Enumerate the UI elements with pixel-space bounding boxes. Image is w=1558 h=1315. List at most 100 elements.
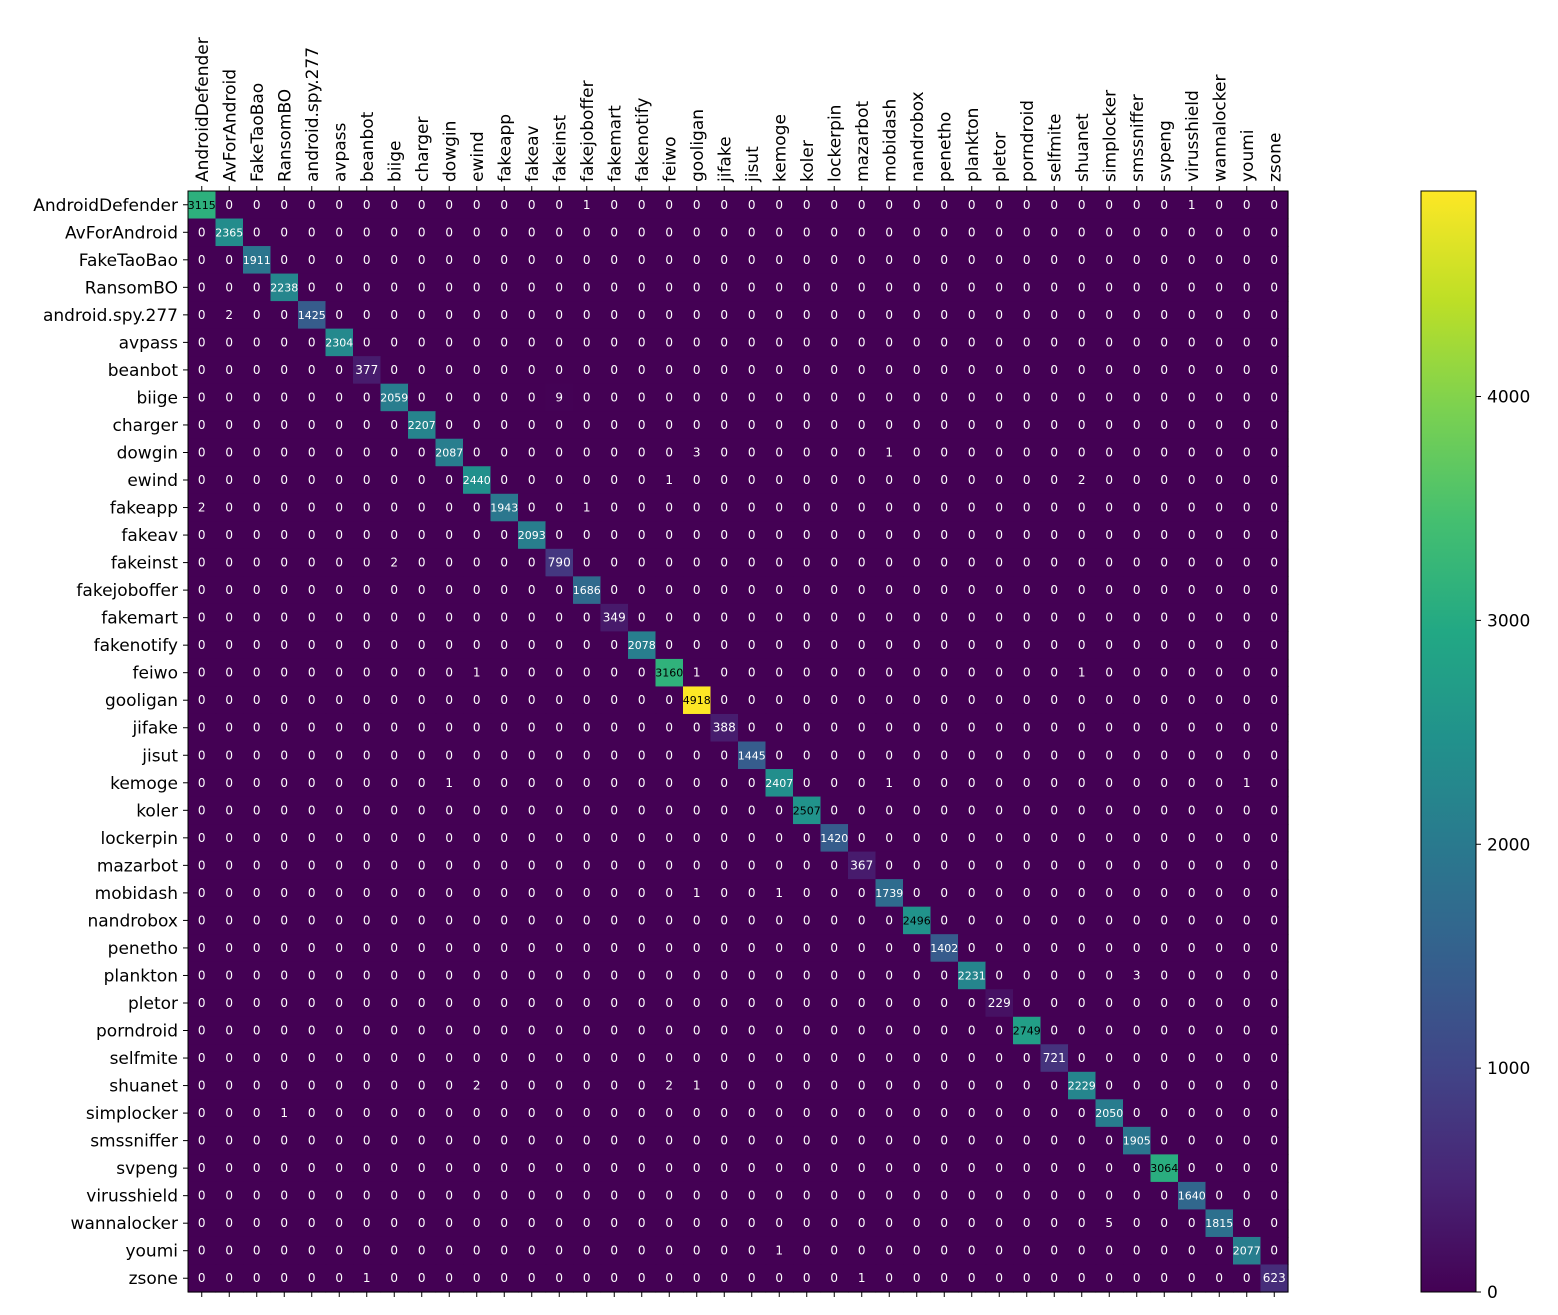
cell-value-label: 0 <box>198 335 206 349</box>
cell-value-label: 0 <box>638 501 646 515</box>
cell-value-label: 2231 <box>958 969 986 982</box>
heatmap-cell <box>518 191 547 220</box>
cell-value-label: 0 <box>720 445 728 459</box>
heatmap-cell <box>573 301 602 330</box>
cell-value-label: 0 <box>1188 941 1196 955</box>
cell-value-label: 0 <box>253 776 261 790</box>
cell-value-label: 0 <box>445 858 453 872</box>
y-tick-label: simplocker <box>86 1104 178 1124</box>
cell-value-label: 0 <box>253 858 261 872</box>
cell-value-label: 0 <box>1215 693 1223 707</box>
heatmap-cell <box>1205 328 1234 357</box>
heatmap-cell <box>875 356 904 385</box>
y-tick-label: feiwo <box>133 664 178 684</box>
heatmap-cell <box>435 548 464 577</box>
cell-value-label: 0 <box>940 1051 948 1065</box>
heatmap-cell <box>793 191 822 220</box>
cell-value-label: 0 <box>1105 1024 1113 1038</box>
cell-value-label: 0 <box>445 528 453 542</box>
cell-value-label: 0 <box>775 913 783 927</box>
cell-value-label: 0 <box>198 308 206 322</box>
heatmap-cell <box>270 411 299 440</box>
heatmap-cell <box>353 548 382 577</box>
cell-value-label: 0 <box>418 803 426 817</box>
cell-value-label: 229 <box>988 996 1011 1010</box>
cell-value-label: 0 <box>610 996 618 1010</box>
cell-value-label: 0 <box>1160 776 1168 790</box>
cell-value-label: 0 <box>225 445 233 459</box>
heatmap-cell <box>600 411 629 440</box>
cell-value-label: 0 <box>995 198 1003 212</box>
cell-value-label: 0 <box>1188 638 1196 652</box>
heatmap-cell <box>298 246 327 275</box>
cell-value-label: 0 <box>885 225 893 239</box>
cell-value-label: 0 <box>1243 335 1251 349</box>
heatmap-cell <box>353 328 382 357</box>
cell-value-label: 0 <box>968 225 976 239</box>
cell-value-label: 0 <box>748 611 756 625</box>
heatmap-cell <box>1068 466 1097 495</box>
heatmap-cell <box>325 493 354 522</box>
cell-value-label: 0 <box>280 473 288 487</box>
heatmap-cell <box>408 576 437 605</box>
cell-value-label: 0 <box>1105 390 1113 404</box>
heatmap-cell <box>435 383 464 412</box>
cell-value-label: 0 <box>995 583 1003 597</box>
cell-value-label: 0 <box>775 1051 783 1065</box>
cell-value-label: 0 <box>1050 996 1058 1010</box>
heatmap-cell <box>738 218 767 247</box>
cell-value-label: 2059 <box>380 391 408 404</box>
cell-value-label: 0 <box>748 253 756 267</box>
heatmap-cell <box>408 548 437 577</box>
heatmap-cell <box>270 328 299 357</box>
cell-value-label: 0 <box>280 858 288 872</box>
cell-value-label: 0 <box>913 418 921 432</box>
cell-value-label: 0 <box>1023 638 1031 652</box>
colorbar-tick-label: 0 <box>1487 1283 1498 1303</box>
cell-value-label: 0 <box>858 335 866 349</box>
heatmap-cell <box>188 273 217 302</box>
cell-value-label: 0 <box>308 886 316 900</box>
cell-value-label: 0 <box>775 225 783 239</box>
cell-value-label: 0 <box>858 363 866 377</box>
cell-value-label: 3 <box>1133 968 1141 982</box>
cell-value-label: 0 <box>280 445 288 459</box>
cell-value-label: 0 <box>968 1134 976 1148</box>
cell-value-label: 0 <box>1050 1216 1058 1230</box>
cell-value-label: 0 <box>1243 253 1251 267</box>
cell-value-label: 0 <box>1243 556 1251 570</box>
cell-value-label: 0 <box>528 1271 536 1285</box>
cell-value-label: 0 <box>363 803 371 817</box>
cell-value-label: 0 <box>610 1244 618 1258</box>
heatmap-cell <box>1260 356 1289 385</box>
heatmap-cell <box>1260 438 1289 467</box>
heatmap-cell <box>325 383 354 412</box>
heatmap-cell <box>463 521 492 550</box>
heatmap-cell <box>820 603 849 632</box>
cell-value-label: 0 <box>1160 638 1168 652</box>
cell-value-label: 0 <box>913 666 921 680</box>
cell-value-label: 1 <box>858 1271 866 1285</box>
cell-value-label: 0 <box>803 583 811 597</box>
cell-value-label: 0 <box>253 611 261 625</box>
cell-value-label: 0 <box>720 611 728 625</box>
cell-value-label: 0 <box>280 666 288 680</box>
cell-value-label: 0 <box>665 225 673 239</box>
heatmap-cell <box>325 218 354 247</box>
heatmap-cell <box>270 301 299 330</box>
heatmap-cell <box>875 466 904 495</box>
cell-value-label: 1 <box>473 666 481 680</box>
cell-value-label: 0 <box>1050 280 1058 294</box>
cell-value-label: 0 <box>583 1244 591 1258</box>
cell-value-label: 0 <box>363 225 371 239</box>
cell-value-label: 0 <box>913 638 921 652</box>
cell-value-label: 1905 <box>1123 1135 1151 1148</box>
cell-value-label: 0 <box>528 611 536 625</box>
heatmap-cell <box>518 328 547 357</box>
cell-value-label: 0 <box>583 1216 591 1230</box>
cell-value-label: 0 <box>610 1271 618 1285</box>
cell-value-label: 0 <box>555 253 563 267</box>
cell-value-label: 0 <box>335 831 343 845</box>
cell-value-label: 0 <box>1105 225 1113 239</box>
cell-value-label: 0 <box>830 253 838 267</box>
